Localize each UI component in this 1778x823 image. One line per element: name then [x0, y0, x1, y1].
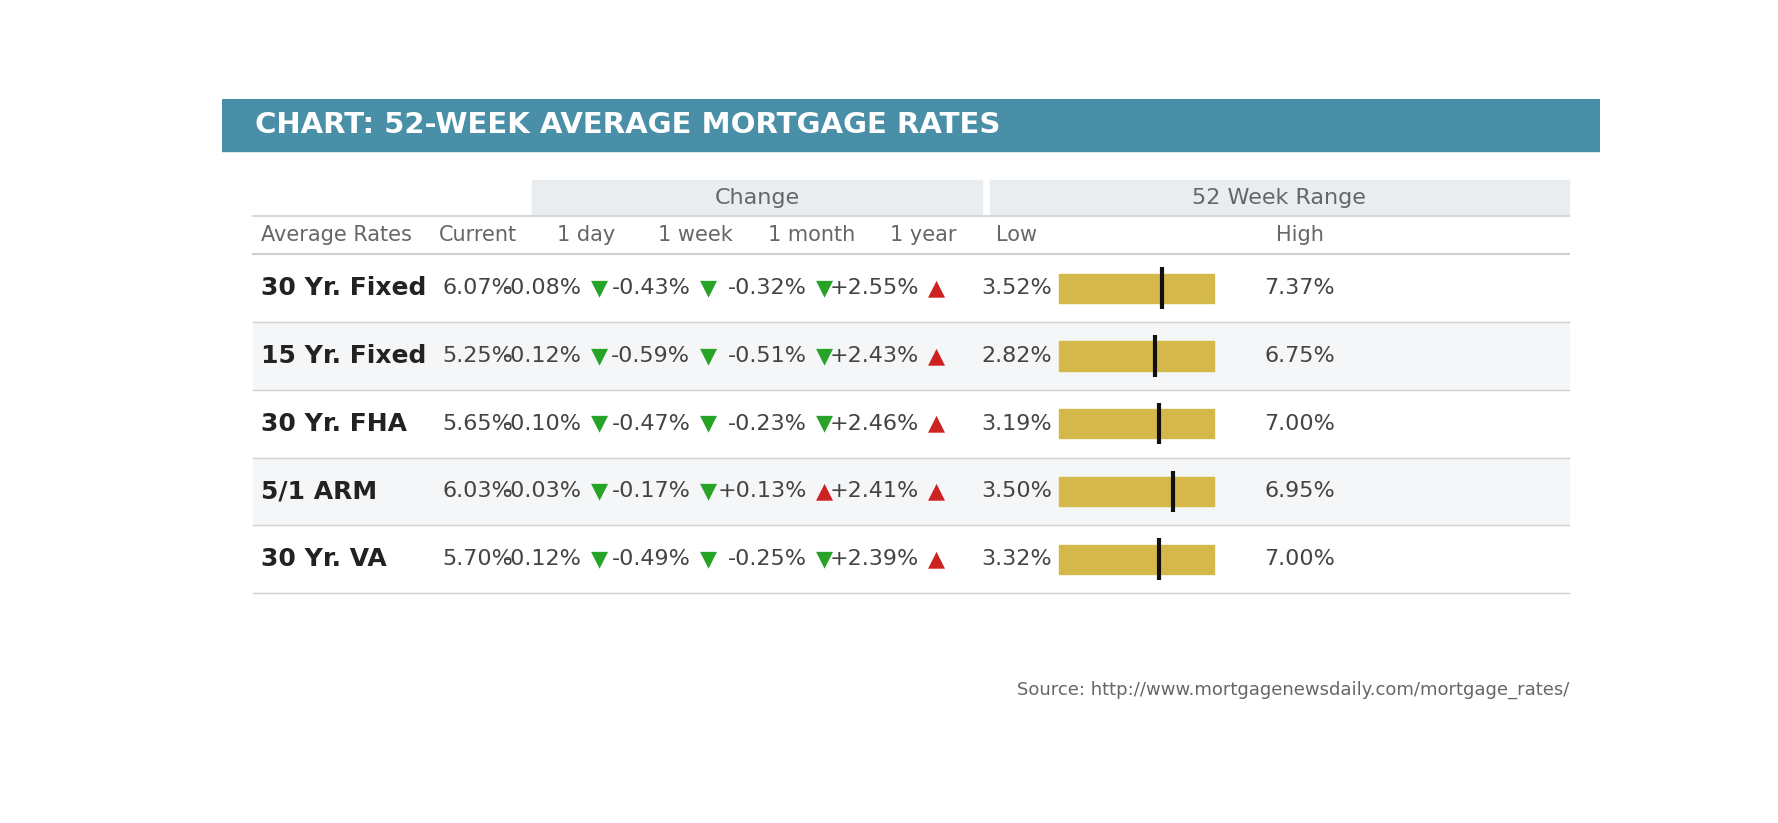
Text: ▼: ▼: [816, 346, 834, 366]
Text: Average Rates: Average Rates: [261, 225, 412, 245]
Text: 15 Yr. Fixed: 15 Yr. Fixed: [261, 344, 427, 368]
Text: -0.12%: -0.12%: [503, 549, 581, 570]
Bar: [252, 458, 1570, 525]
Text: High: High: [1275, 225, 1323, 245]
Text: ▼: ▼: [701, 346, 717, 366]
Bar: [252, 525, 1570, 593]
Text: 3.52%: 3.52%: [981, 278, 1053, 298]
Text: 7.00%: 7.00%: [1264, 414, 1335, 434]
Bar: [990, 180, 1570, 216]
Text: 1 month: 1 month: [768, 225, 855, 245]
Text: 7.37%: 7.37%: [1264, 278, 1335, 298]
Text: -0.25%: -0.25%: [727, 549, 807, 570]
Text: 5/1 ARM: 5/1 ARM: [261, 480, 377, 504]
Text: 52 Week Range: 52 Week Range: [1193, 188, 1366, 208]
Bar: [1060, 342, 1214, 370]
Text: 6.03%: 6.03%: [443, 481, 514, 501]
Text: -0.47%: -0.47%: [612, 414, 690, 434]
Bar: [532, 180, 981, 216]
Bar: [1060, 477, 1214, 506]
Text: 1 year: 1 year: [891, 225, 957, 245]
Text: ▼: ▼: [816, 549, 834, 570]
Text: ▲: ▲: [928, 278, 946, 298]
Text: -0.32%: -0.32%: [727, 278, 807, 298]
Text: 5.65%: 5.65%: [443, 414, 514, 434]
Text: -0.49%: -0.49%: [612, 549, 690, 570]
Text: 3.32%: 3.32%: [981, 549, 1053, 570]
Text: ▼: ▼: [701, 549, 717, 570]
Text: Change: Change: [715, 188, 800, 208]
Text: -0.17%: -0.17%: [612, 481, 690, 501]
Text: -0.51%: -0.51%: [727, 346, 807, 366]
Text: -0.23%: -0.23%: [727, 414, 807, 434]
Bar: [1060, 545, 1214, 574]
Text: 5.70%: 5.70%: [443, 549, 514, 570]
Text: ▼: ▼: [701, 481, 717, 501]
Text: 7.00%: 7.00%: [1264, 549, 1335, 570]
Bar: [1060, 273, 1214, 303]
Text: +2.55%: +2.55%: [830, 278, 919, 298]
Text: ▼: ▼: [590, 346, 608, 366]
Text: 1 week: 1 week: [658, 225, 733, 245]
Bar: [252, 216, 1570, 254]
Text: 3.19%: 3.19%: [981, 414, 1053, 434]
Text: ▼: ▼: [816, 414, 834, 434]
Text: Source: http://www.mortgagenewsdaily.com/mortgage_rates/: Source: http://www.mortgagenewsdaily.com…: [1017, 681, 1570, 700]
Bar: [1060, 409, 1214, 439]
Text: ▼: ▼: [590, 414, 608, 434]
Text: 5.25%: 5.25%: [443, 346, 514, 366]
Text: Low: Low: [996, 225, 1037, 245]
Text: Current: Current: [439, 225, 517, 245]
Text: 3.50%: 3.50%: [981, 481, 1053, 501]
Text: ▲: ▲: [928, 549, 946, 570]
Text: ▼: ▼: [590, 549, 608, 570]
Text: -0.59%: -0.59%: [612, 346, 690, 366]
Text: 1 day: 1 day: [557, 225, 615, 245]
Text: 6.95%: 6.95%: [1264, 481, 1335, 501]
Text: 2.82%: 2.82%: [981, 346, 1053, 366]
Text: +2.39%: +2.39%: [830, 549, 919, 570]
Text: 6.07%: 6.07%: [443, 278, 514, 298]
Text: ▲: ▲: [928, 481, 946, 501]
Text: CHART: 52-WEEK AVERAGE MORTGAGE RATES: CHART: 52-WEEK AVERAGE MORTGAGE RATES: [254, 111, 1001, 139]
Text: -0.12%: -0.12%: [503, 346, 581, 366]
Text: +0.13%: +0.13%: [717, 481, 807, 501]
Text: ▲: ▲: [928, 414, 946, 434]
Text: ▼: ▼: [590, 278, 608, 298]
Text: -0.03%: -0.03%: [503, 481, 581, 501]
Text: ▼: ▼: [816, 278, 834, 298]
Text: ▼: ▼: [701, 414, 717, 434]
Bar: [222, 99, 1600, 151]
Text: -0.10%: -0.10%: [503, 414, 581, 434]
Bar: [252, 254, 1570, 322]
Text: -0.43%: -0.43%: [612, 278, 690, 298]
Bar: [252, 390, 1570, 458]
Text: +2.41%: +2.41%: [830, 481, 919, 501]
Text: ▲: ▲: [816, 481, 834, 501]
Text: 6.75%: 6.75%: [1264, 346, 1335, 366]
Text: 30 Yr. FHA: 30 Yr. FHA: [261, 412, 407, 435]
Text: -0.08%: -0.08%: [503, 278, 581, 298]
Text: +2.43%: +2.43%: [830, 346, 919, 366]
Text: 30 Yr. Fixed: 30 Yr. Fixed: [261, 277, 427, 300]
Text: ▼: ▼: [701, 278, 717, 298]
Text: 30 Yr. VA: 30 Yr. VA: [261, 547, 388, 571]
Text: +2.46%: +2.46%: [830, 414, 919, 434]
Text: ▲: ▲: [928, 346, 946, 366]
Bar: [252, 322, 1570, 390]
Text: ▼: ▼: [590, 481, 608, 501]
